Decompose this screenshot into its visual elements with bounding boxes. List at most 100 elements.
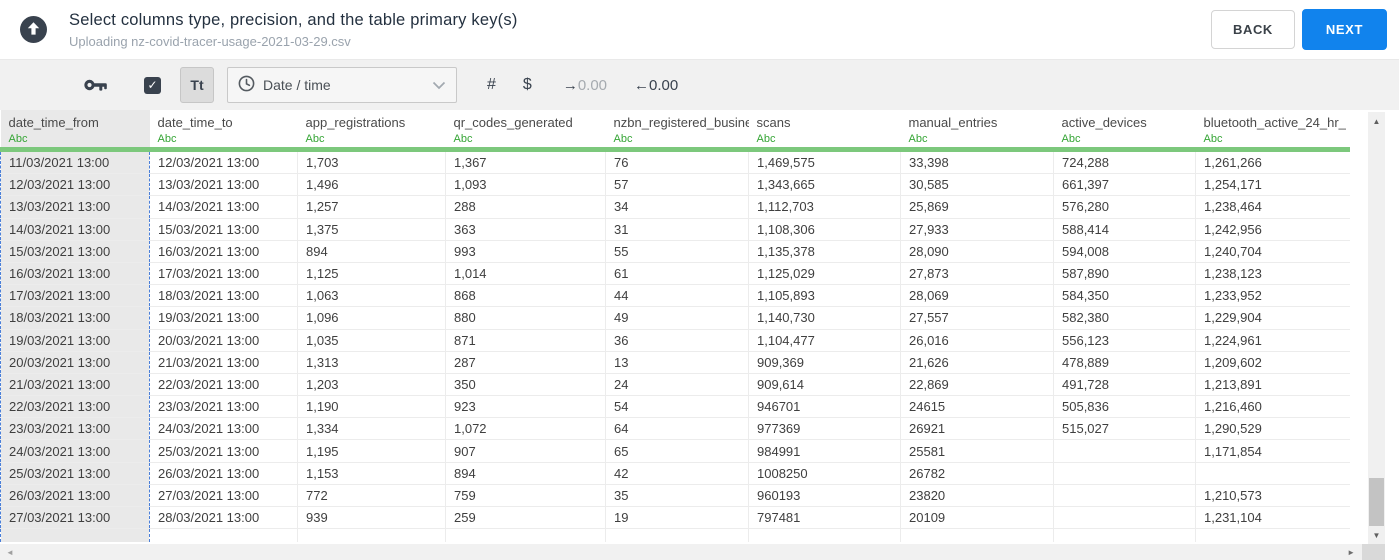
table-cell: 1,233,952 bbox=[1195, 284, 1350, 308]
table-cell: 1,125,029 bbox=[748, 262, 901, 286]
table-cell: 19 bbox=[605, 506, 749, 530]
column-name: date_time_to bbox=[157, 115, 233, 130]
table-cell: 288 bbox=[445, 195, 606, 219]
column-header-date_time_from[interactable]: date_time_from Abc bbox=[0, 110, 150, 152]
column-type-select[interactable]: Date / time bbox=[227, 67, 457, 103]
table-cell: 1,257 bbox=[297, 195, 446, 219]
table-cell: 13/03/2021 13:00 bbox=[0, 195, 150, 219]
table-cell: 1,242,956 bbox=[1195, 218, 1350, 241]
table-cell: 584,350 bbox=[1053, 284, 1196, 308]
arrow-right-icon: → bbox=[562, 76, 578, 94]
table-cell bbox=[149, 528, 298, 543]
table-cell: 24/03/2021 13:00 bbox=[0, 439, 150, 463]
table-cell: 588,414 bbox=[1053, 218, 1196, 241]
currency-type-button[interactable]: $ bbox=[522, 76, 532, 93]
scroll-right-icon[interactable]: ► bbox=[1347, 548, 1355, 557]
table-cell: 907 bbox=[445, 439, 606, 463]
table-cell: 15/03/2021 13:00 bbox=[149, 218, 298, 241]
column-header-scans[interactable]: scans Abc bbox=[748, 110, 901, 152]
table-cell: 1,104,477 bbox=[748, 329, 901, 352]
select-column-checkbox[interactable]: ✓ bbox=[144, 76, 161, 94]
next-button[interactable]: NEXT bbox=[1301, 9, 1387, 50]
scroll-down-icon[interactable]: ▼ bbox=[1372, 531, 1381, 540]
table-cell: 61 bbox=[605, 262, 749, 286]
table-cell: 1,334 bbox=[297, 417, 446, 441]
table-cell bbox=[1053, 528, 1196, 543]
table-cell: 16/03/2021 13:00 bbox=[149, 240, 298, 263]
table-cell: 57 bbox=[605, 173, 749, 197]
table-row: 14/03/2021 13:00 15/03/2021 13:00 1,375 363… bbox=[0, 218, 1350, 241]
table-cell: 1,108,306 bbox=[748, 218, 901, 241]
table-cell: 42 bbox=[605, 462, 749, 485]
table-cell: 587,890 bbox=[1053, 262, 1196, 286]
column-name: active_devices bbox=[1061, 115, 1147, 130]
scroll-left-icon[interactable]: ◄ bbox=[6, 548, 14, 557]
table-cell: 1,125 bbox=[297, 262, 446, 286]
table-row: 16/03/2021 13:00 17/03/2021 13:00 1,125 1,0… bbox=[0, 262, 1350, 286]
table-cell: 55 bbox=[605, 240, 749, 263]
column-header-app_registrations[interactable]: app_registrations Abc bbox=[297, 110, 446, 152]
column-header-active_devices[interactable]: active_devices Abc bbox=[1053, 110, 1196, 152]
numeric-type-button[interactable]: # bbox=[487, 76, 496, 93]
table-cell: 27,873 bbox=[900, 262, 1054, 286]
table-cell: 1,035 bbox=[297, 329, 446, 352]
column-name: date_time_from bbox=[8, 115, 99, 130]
table-cell: 20109 bbox=[900, 506, 1054, 530]
table-cell: 515,027 bbox=[1053, 417, 1196, 441]
table-cell: 21,626 bbox=[900, 351, 1054, 374]
table-cell: 759 bbox=[445, 484, 606, 508]
table-cell: 26782 bbox=[900, 462, 1054, 485]
table-cell: 49 bbox=[605, 306, 749, 330]
table-cell: 505,836 bbox=[1053, 395, 1196, 419]
table-cell: 993 bbox=[445, 240, 606, 263]
preview-table: date_time_from Abc date_time_to Abc app_regi… bbox=[0, 110, 1350, 543]
back-button[interactable]: BACK bbox=[1210, 10, 1295, 49]
increase-decimal-button[interactable]: → 0.00 bbox=[562, 76, 608, 94]
column-header-qr_codes_generated[interactable]: qr_codes_generated Abc bbox=[445, 110, 606, 152]
table-cell: 1,135,378 bbox=[748, 240, 901, 263]
decrease-decimal-button[interactable]: ← 0.00 bbox=[634, 76, 679, 94]
type-select-value: Date / time bbox=[263, 77, 331, 93]
table-cell: 1,203 bbox=[297, 373, 446, 397]
table-cell bbox=[297, 528, 446, 543]
table-row: 15/03/2021 13:00 16/03/2021 13:00 894 993 55… bbox=[0, 240, 1350, 263]
table-cell bbox=[0, 528, 150, 543]
primary-key-icon[interactable] bbox=[84, 78, 108, 92]
vertical-scrollbar[interactable]: ▲ ▼ bbox=[1368, 112, 1385, 544]
horizontal-scrollbar[interactable]: ◄ ► bbox=[0, 544, 1385, 560]
column-name: scans bbox=[756, 115, 791, 130]
column-header-date_time_to[interactable]: date_time_to Abc bbox=[149, 110, 298, 152]
upload-icon bbox=[20, 16, 47, 43]
column-type-badge: Abc bbox=[8, 133, 28, 145]
table-cell: 23820 bbox=[900, 484, 1054, 508]
wizard-actions: BACK NEXT bbox=[1210, 9, 1387, 50]
column-type-badge: Abc bbox=[1203, 133, 1223, 145]
text-type-button[interactable]: Tt bbox=[180, 67, 214, 103]
table-cell: 1,496 bbox=[297, 173, 446, 197]
table-cell: 868 bbox=[445, 284, 606, 308]
table-cell: 19/03/2021 13:00 bbox=[0, 329, 150, 352]
table-cell: 1,014 bbox=[445, 262, 606, 286]
table-cell: 27,557 bbox=[900, 306, 1054, 330]
column-header-bluetooth_active_24_hr_[interactable]: bluetooth_active_24_hr_ Abc bbox=[1195, 110, 1350, 152]
table-cell: 76 bbox=[605, 149, 749, 175]
column-type-badge: Abc bbox=[756, 133, 776, 145]
table-cell: 13 bbox=[605, 351, 749, 374]
column-header-manual_entries[interactable]: manual_entries Abc bbox=[900, 110, 1054, 152]
scroll-up-icon[interactable]: ▲ bbox=[1372, 117, 1381, 126]
table-cell: 25,869 bbox=[900, 195, 1054, 219]
vertical-scrollbar-thumb[interactable] bbox=[1369, 478, 1384, 526]
page-title: Select columns type, precision, and the … bbox=[69, 10, 518, 29]
table-cell: 36 bbox=[605, 329, 749, 352]
table-cell: 1,209,602 bbox=[1195, 351, 1350, 374]
table-cell: 894 bbox=[445, 462, 606, 485]
table-row: 21/03/2021 13:00 22/03/2021 13:00 1,203 350… bbox=[0, 373, 1350, 397]
table-cell: 350 bbox=[445, 373, 606, 397]
column-header-nzbn_registered_busine[interactable]: nzbn_registered_busine Abc bbox=[605, 110, 749, 152]
table-cell: 26921 bbox=[900, 417, 1054, 441]
table-cell bbox=[748, 528, 901, 543]
table-cell: 1,063 bbox=[297, 284, 446, 308]
table-cell: 33,398 bbox=[900, 149, 1054, 175]
table-cell: 1,072 bbox=[445, 417, 606, 441]
table-cell: 909,369 bbox=[748, 351, 901, 374]
